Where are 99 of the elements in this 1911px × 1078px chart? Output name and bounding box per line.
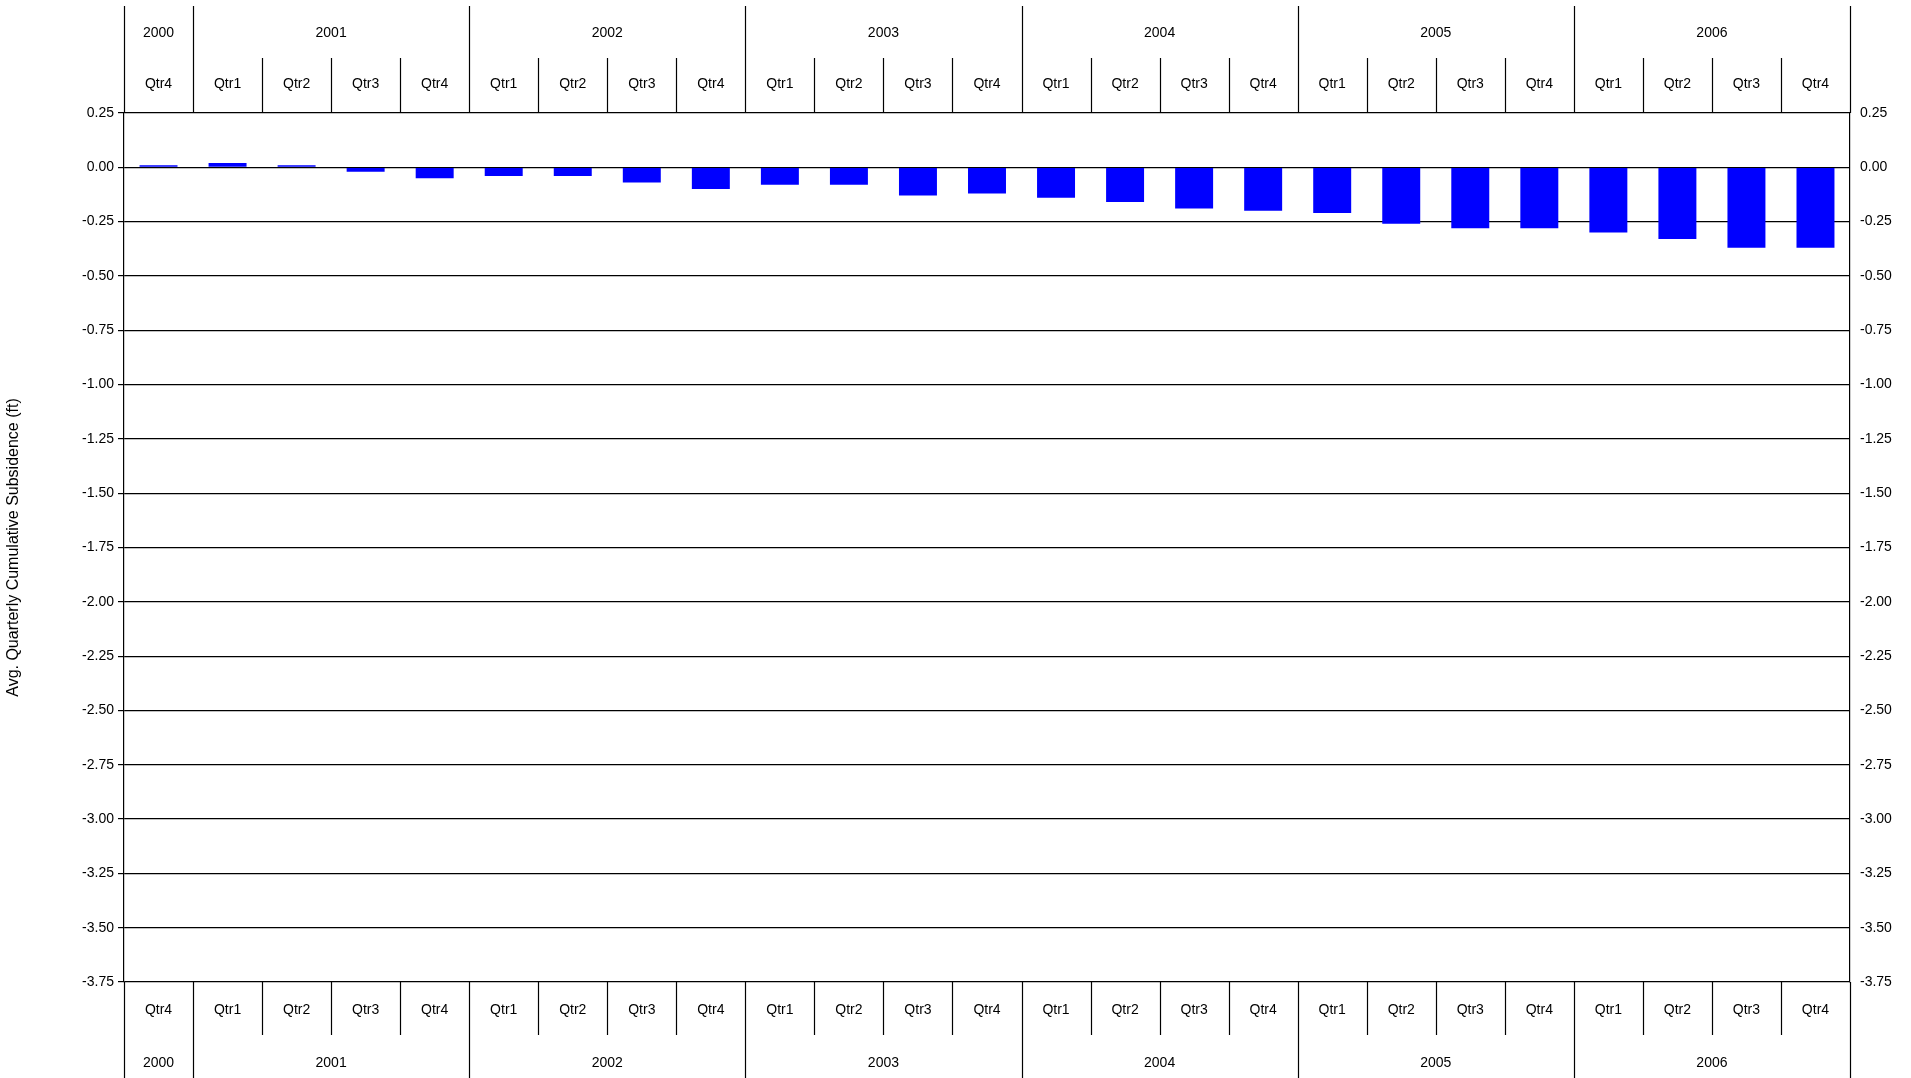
category-label: Qtr3 <box>628 75 656 92</box>
y-tick-label: -2.00 <box>82 592 115 609</box>
x-tick-label: Qtr1 <box>1318 1001 1347 1018</box>
category-label: Qtr2 <box>559 75 587 92</box>
category-label: Qtr3 <box>1180 75 1208 92</box>
x-tick-label: Qtr2 <box>1663 1001 1692 1018</box>
category-label: Qtr4 <box>1525 75 1553 92</box>
y2-tick-label: -1.25 <box>1860 429 1893 446</box>
y-tick-label: 0.00 <box>86 158 115 175</box>
category-label: Qtr1 <box>213 75 242 92</box>
x-tick-label: Qtr1 <box>490 1001 518 1018</box>
y-tick-label: -1.25 <box>82 429 115 446</box>
y2-tick-label: -3.50 <box>1860 918 1893 935</box>
y-tick-label: -1.75 <box>82 538 115 555</box>
x-tick-label: Qtr4 <box>697 1001 725 1018</box>
y-tick-label: -0.25 <box>82 212 115 229</box>
x-tick-label: Qtr2 <box>835 1001 863 1018</box>
y-tick-label: -3.25 <box>82 864 115 881</box>
x-tick-label: Qtr4 <box>144 1001 173 1018</box>
category-label: Qtr1 <box>1042 75 1070 92</box>
y2-tick-label: -3.75 <box>1860 972 1893 989</box>
category-label: Qtr4 <box>1249 75 1277 92</box>
text: 2004 <box>1144 23 1176 40</box>
y2-tick-label: -2.50 <box>1860 701 1893 718</box>
text: 2004 <box>1144 1053 1176 1070</box>
category-label: Qtr3 <box>1456 75 1484 92</box>
x-tick-label: Qtr1 <box>1042 1001 1070 1018</box>
x-tick-label: Qtr2 <box>1387 1001 1416 1018</box>
y-tick-label: -0.75 <box>82 321 115 338</box>
x-tick-label: Qtr3 <box>1456 1001 1485 1018</box>
x-tick-label: Qtr1 <box>213 1001 242 1018</box>
category-label: Qtr1 <box>490 75 518 92</box>
x-tick-label: Qtr4 <box>1801 1001 1830 1018</box>
text: 2005 <box>1420 1053 1452 1070</box>
y2-tick-label: -0.25 <box>1860 212 1893 229</box>
x-tick-label: Qtr3 <box>1180 1001 1208 1018</box>
y-tick-label: 0.25 <box>86 103 115 120</box>
y2-tick-label: -3.00 <box>1860 809 1893 826</box>
x-tick-label: Qtr1 <box>1594 1001 1623 1018</box>
y2-tick-label: 0.25 <box>1860 103 1888 120</box>
category-label: Qtr3 <box>904 75 932 92</box>
y-tick-label: -2.50 <box>82 701 115 718</box>
y2-tick-label: -1.00 <box>1860 375 1893 392</box>
x-tick-label: Qtr2 <box>282 1001 311 1018</box>
category-label: Qtr4 <box>144 75 173 92</box>
y-tick-label: -1.50 <box>82 484 115 501</box>
y2-tick-label: -3.25 <box>1860 864 1893 881</box>
y-tick-label: -3.75 <box>82 972 115 989</box>
x-tick-label: Qtr3 <box>1732 1001 1761 1018</box>
x-tick-label: Qtr1 <box>766 1001 794 1018</box>
category-label: Qtr2 <box>1663 75 1692 92</box>
text: 2001 <box>315 1053 347 1070</box>
y-tick-label: -3.00 <box>82 809 115 826</box>
x-tick-label: Qtr4 <box>973 1001 1001 1018</box>
y2-tick-label: -2.75 <box>1860 755 1893 772</box>
text: 2003 <box>867 1053 900 1070</box>
y-axis-title: Avg. Quarterly Cumulative Subsidence (ft) <box>4 398 22 697</box>
category-label: Qtr4 <box>697 75 725 92</box>
text: 2002 <box>591 1053 624 1070</box>
text: 2005 <box>1420 23 1452 40</box>
category-label: Qtr4 <box>1801 75 1830 92</box>
y2-tick-label: -2.25 <box>1860 646 1893 663</box>
y2-tick-label: 0.00 <box>1860 158 1888 175</box>
y2-tick-label: -2.00 <box>1860 592 1893 609</box>
text: 2003 <box>867 23 900 40</box>
y-tick-label: -2.25 <box>82 646 115 663</box>
y2-tick-label: -0.50 <box>1860 266 1893 283</box>
x-tick-label: Qtr4 <box>1249 1001 1277 1018</box>
x-tick-label: Qtr2 <box>559 1001 587 1018</box>
x-tick-label: Qtr4 <box>1525 1001 1554 1018</box>
category-label: Qtr2 <box>1387 75 1415 92</box>
text: 2006 <box>1696 23 1728 40</box>
category-label: Qtr3 <box>1732 75 1761 92</box>
x-tick-label: Qtr4 <box>421 1001 449 1018</box>
category-label: Qtr2 <box>1111 75 1139 92</box>
text: 2000 <box>142 23 175 40</box>
text: 2006 <box>1696 1053 1728 1070</box>
y-tick-label: -3.50 <box>82 918 115 935</box>
category-label: Qtr1 <box>766 75 794 92</box>
text: 2000 <box>142 1053 175 1070</box>
x-tick-label: Qtr3 <box>904 1001 932 1018</box>
category-label: Qtr1 <box>1318 75 1346 92</box>
x-tick-label: Qtr3 <box>628 1001 656 1018</box>
text: 2001 <box>315 23 347 40</box>
x-tick-label: Qtr2 <box>1111 1001 1139 1018</box>
category-label: Qtr2 <box>835 75 863 92</box>
category-label: Qtr2 <box>282 75 311 92</box>
category-label: Qtr4 <box>973 75 1001 92</box>
category-label: Qtr4 <box>421 75 449 92</box>
y-tick-label: -0.50 <box>82 266 115 283</box>
y2-tick-label: -1.75 <box>1860 538 1893 555</box>
category-label: Qtr3 <box>352 75 380 92</box>
y2-tick-label: -0.75 <box>1860 321 1893 338</box>
y2-tick-label: -1.50 <box>1860 484 1893 501</box>
x-tick-label: Qtr3 <box>352 1001 380 1018</box>
text: 2002 <box>591 23 623 40</box>
y-tick-label: -2.75 <box>82 755 115 772</box>
y-tick-label: -1.00 <box>82 375 115 392</box>
category-label: Qtr1 <box>1594 75 1622 92</box>
